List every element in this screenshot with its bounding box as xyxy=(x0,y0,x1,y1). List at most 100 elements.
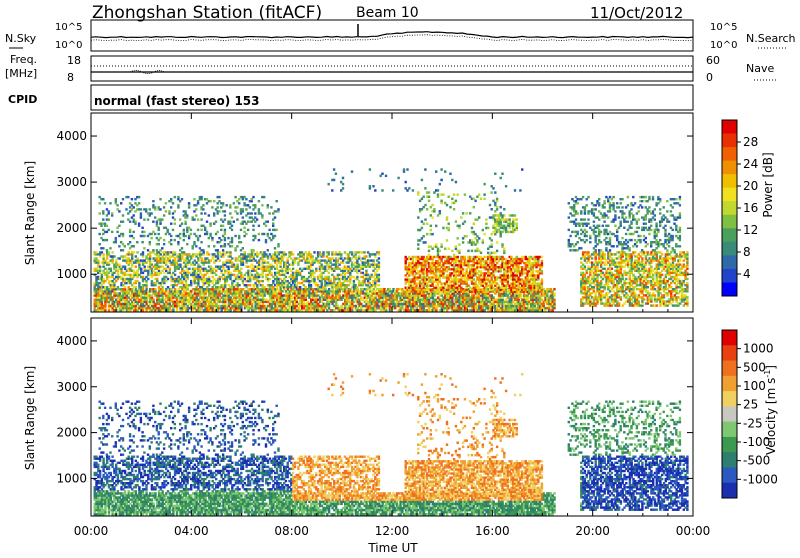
heatmap-cell xyxy=(115,237,117,239)
heatmap-cell xyxy=(217,212,219,214)
heatmap-cell xyxy=(251,274,253,276)
heatmap-cell xyxy=(263,233,265,235)
heatmap-cell xyxy=(274,216,276,218)
heatmap-cell xyxy=(553,292,555,295)
heatmap-cell xyxy=(177,241,179,243)
heatmap-cell xyxy=(299,272,301,274)
heatmap-cell xyxy=(262,280,264,282)
heatmap-cell xyxy=(222,225,224,227)
heatmap-cell xyxy=(451,291,453,293)
heatmap-cell xyxy=(163,206,165,208)
heatmap-cell xyxy=(222,249,224,251)
power-heatmap-cells xyxy=(94,168,689,311)
heatmap-cell xyxy=(301,259,303,261)
heatmap-cell xyxy=(270,268,272,270)
heatmap-cell xyxy=(151,276,153,278)
heatmap-cell xyxy=(181,280,183,282)
heatmap-cell xyxy=(154,206,156,208)
heatmap-cell xyxy=(116,231,118,233)
heatmap-cell xyxy=(195,214,197,216)
heatmap-cell xyxy=(179,264,181,266)
heatmap-cell xyxy=(122,249,124,251)
heatmap-cell xyxy=(219,259,221,261)
heatmap-cell xyxy=(353,280,355,282)
heatmap-cell xyxy=(371,274,373,276)
heatmap-cell xyxy=(142,255,144,257)
heatmap-cell xyxy=(122,233,124,235)
heatmap-cell xyxy=(292,268,294,270)
heatmap-cell xyxy=(111,251,113,253)
heatmap-cell xyxy=(99,196,101,198)
heatmap-cell xyxy=(231,237,233,239)
heatmap-cell xyxy=(131,204,133,206)
heatmap-cell xyxy=(220,218,222,220)
heatmap-cell xyxy=(213,253,215,255)
heatmap-cell xyxy=(156,249,158,251)
heatmap-cell xyxy=(363,280,365,282)
heatmap-cell xyxy=(108,210,110,212)
freq-panel: Freq. [MHz] 18 8 60 0 Nave xyxy=(5,53,778,84)
heatmap-cell xyxy=(110,268,112,270)
heatmap-cell xyxy=(464,256,466,258)
heatmap-cell xyxy=(208,237,210,239)
noise-search-tick-high: 10^5 xyxy=(710,22,737,33)
heatmap-cell xyxy=(149,208,151,210)
heatmap-cell xyxy=(174,251,176,253)
heatmap-cell xyxy=(152,200,154,202)
heatmap-cell xyxy=(272,237,274,239)
heatmap-cell xyxy=(102,212,104,214)
heatmap-cell xyxy=(179,259,181,261)
heatmap-cell xyxy=(222,221,224,223)
heatmap-cell xyxy=(252,249,254,251)
heatmap-cell xyxy=(195,245,197,247)
heatmap-cell xyxy=(124,245,126,247)
heatmap-cell xyxy=(242,216,244,218)
heatmap-cell xyxy=(158,233,160,235)
heatmap-cell xyxy=(285,276,287,278)
heatmap-cell xyxy=(133,218,135,220)
heatmap-cell xyxy=(233,274,235,276)
heatmap-cell xyxy=(170,235,172,237)
heatmap-cell xyxy=(270,206,272,208)
heatmap-cell xyxy=(135,286,137,288)
heatmap-cell xyxy=(457,256,459,258)
heatmap-cell xyxy=(215,259,217,261)
heatmap-cell xyxy=(181,255,183,257)
heatmap-cell xyxy=(158,229,160,231)
heatmap-cell xyxy=(193,198,195,200)
heatmap-cell xyxy=(188,227,190,229)
heatmap-cell xyxy=(272,223,274,225)
heatmap-cell xyxy=(245,233,247,235)
heatmap-cell xyxy=(177,196,179,198)
heatmap-cell xyxy=(108,251,110,253)
heatmap-cell xyxy=(152,249,154,251)
heatmap-cell xyxy=(104,202,106,204)
heatmap-cell xyxy=(240,212,242,214)
freq-tick-low: 8 xyxy=(67,71,74,84)
heatmap-cell xyxy=(128,257,130,259)
heatmap-cell xyxy=(242,259,244,261)
heatmap-cell xyxy=(312,270,314,272)
heatmap-cell xyxy=(102,218,104,220)
heatmap-cell xyxy=(213,245,215,247)
heatmap-cell xyxy=(229,206,231,208)
heatmap-cell xyxy=(349,280,351,282)
heatmap-cell xyxy=(304,286,306,288)
heatmap-cell xyxy=(170,198,172,200)
heatmap-cell xyxy=(203,251,205,253)
heatmap-cell xyxy=(206,221,208,223)
heatmap-cell xyxy=(279,264,281,266)
heatmap-cell xyxy=(193,241,195,243)
heatmap-cell xyxy=(159,208,161,210)
heatmap-cell xyxy=(143,231,145,233)
heatmap-cell xyxy=(263,286,265,288)
heatmap-cell xyxy=(237,264,239,266)
heatmap-cell xyxy=(254,221,256,223)
heatmap-cell xyxy=(267,233,269,235)
heatmap-cell xyxy=(267,255,269,257)
heatmap-cell xyxy=(102,233,104,235)
beam-label: Beam 10 xyxy=(356,5,419,21)
heatmap-cell xyxy=(254,212,256,214)
heatmap-cell xyxy=(194,264,196,266)
